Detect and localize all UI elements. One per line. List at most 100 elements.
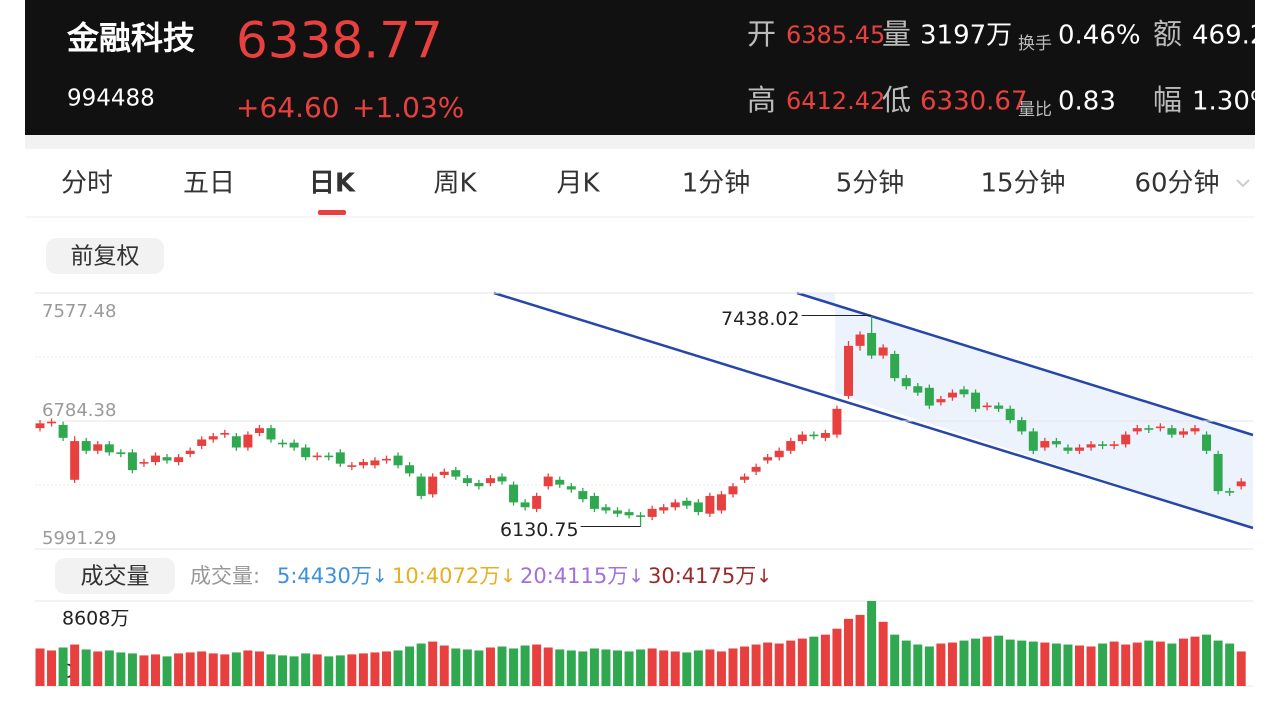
volume-bar bbox=[659, 650, 669, 686]
legend-arrow: ↓ bbox=[756, 566, 772, 588]
tab[interactable]: 15分钟 bbox=[980, 169, 1065, 199]
volume-bar bbox=[947, 642, 957, 686]
candle-body bbox=[231, 436, 241, 448]
volume-bar bbox=[1063, 644, 1073, 686]
candle-body bbox=[197, 439, 207, 446]
volume-bar bbox=[532, 644, 542, 686]
volume-bar bbox=[139, 655, 149, 686]
tab[interactable]: 60分钟 bbox=[1134, 169, 1219, 199]
candle-body bbox=[185, 450, 195, 454]
candle-body bbox=[335, 452, 345, 464]
stat-label: 低 bbox=[882, 83, 911, 117]
candle-body bbox=[751, 466, 761, 472]
volume-bar bbox=[1086, 646, 1096, 686]
candle-body bbox=[716, 494, 726, 511]
channel-fill bbox=[797, 293, 1253, 528]
legend-entry: 20:4115万 bbox=[520, 564, 628, 588]
candle-body bbox=[116, 452, 126, 454]
tab[interactable]: 分时 bbox=[61, 169, 113, 199]
volume-bar bbox=[474, 650, 484, 686]
stock-code: 994488 bbox=[67, 86, 155, 112]
candle-body bbox=[254, 428, 264, 434]
tab[interactable]: 1分钟 bbox=[682, 169, 751, 199]
legend-arrow: ↓ bbox=[372, 566, 388, 588]
candle-body bbox=[1086, 444, 1096, 448]
volume-bar bbox=[589, 648, 599, 686]
volume-bar bbox=[924, 646, 934, 686]
annotation: 6130.75 bbox=[500, 519, 579, 541]
stat-value: 3197万 bbox=[920, 21, 1012, 51]
candle-body bbox=[301, 447, 311, 458]
adjust-button[interactable] bbox=[46, 238, 164, 274]
volume-bar bbox=[416, 643, 426, 686]
channel-lower bbox=[493, 291, 1254, 530]
volume-bar bbox=[578, 651, 588, 686]
stat-label: 额 bbox=[1153, 17, 1182, 51]
volume-bar bbox=[254, 651, 264, 686]
volume-bar bbox=[1132, 642, 1142, 686]
volume-bar bbox=[1155, 641, 1165, 686]
candle-body bbox=[624, 512, 634, 516]
volume-bar bbox=[439, 645, 449, 686]
stat-label: 高 bbox=[747, 83, 776, 117]
candle-body bbox=[312, 455, 322, 458]
volume-bar bbox=[878, 621, 888, 686]
candle-body bbox=[797, 434, 807, 442]
candle-body bbox=[324, 455, 334, 458]
divider bbox=[25, 135, 1255, 149]
change: +64.60 bbox=[236, 91, 340, 124]
candle-body bbox=[589, 495, 599, 509]
candle-body bbox=[855, 334, 865, 346]
volume-bar bbox=[613, 650, 622, 686]
volume-bar bbox=[1121, 644, 1131, 686]
stock-price: 6338.77 bbox=[236, 12, 443, 70]
candle-body bbox=[1225, 491, 1235, 493]
volume-bar bbox=[451, 648, 461, 686]
volume-bar bbox=[1040, 642, 1050, 686]
volume-bar bbox=[289, 656, 299, 686]
stat-value: 469.2 bbox=[1192, 21, 1266, 51]
candle-body bbox=[924, 387, 934, 406]
candle-body bbox=[358, 462, 368, 466]
candle-body bbox=[971, 392, 981, 409]
candle-body bbox=[93, 444, 103, 451]
volume-button[interactable] bbox=[55, 558, 175, 594]
tab[interactable]: 周K bbox=[433, 169, 477, 199]
tab[interactable]: 日K bbox=[309, 169, 356, 199]
volume-bar bbox=[509, 648, 519, 686]
candle-body bbox=[416, 476, 426, 496]
candle-body bbox=[347, 465, 357, 467]
volume-bar bbox=[1236, 651, 1246, 686]
tab[interactable]: 五日 bbox=[183, 169, 235, 199]
candle-body bbox=[670, 502, 680, 508]
candle-body bbox=[220, 433, 230, 435]
tab[interactable]: 月K bbox=[556, 169, 600, 199]
tab[interactable]: 5分钟 bbox=[836, 169, 905, 199]
candle-body bbox=[1017, 420, 1027, 432]
candle-body bbox=[139, 462, 149, 464]
volume-bar bbox=[705, 649, 715, 686]
candle-body bbox=[913, 386, 923, 393]
candle-body bbox=[959, 389, 969, 395]
volume-bar bbox=[636, 649, 646, 686]
stock-name: 金融科技 bbox=[66, 19, 195, 57]
volume-bar bbox=[751, 644, 761, 686]
volume-bar bbox=[197, 651, 207, 686]
legend-entry: 30:4175万 bbox=[648, 564, 756, 588]
volume-bar bbox=[497, 646, 507, 686]
volume-bar bbox=[47, 650, 57, 686]
volume-bar bbox=[1005, 639, 1015, 686]
volume-bar bbox=[693, 650, 703, 686]
candle-body bbox=[1167, 428, 1177, 435]
header: 金融科技 6338.77 994488 +64.60 +1.03% 开 6385.45量 31… bbox=[66, 12, 1266, 125]
candle-body bbox=[174, 457, 184, 463]
volume-bar bbox=[485, 647, 495, 686]
volume-bar bbox=[116, 652, 126, 686]
adjust-label[interactable]: 前复权 bbox=[71, 244, 140, 270]
volume-bar bbox=[393, 650, 403, 686]
candle-body bbox=[462, 478, 472, 484]
volume-bar bbox=[58, 647, 68, 686]
volume-bar bbox=[670, 651, 680, 686]
candle-body bbox=[878, 347, 888, 356]
